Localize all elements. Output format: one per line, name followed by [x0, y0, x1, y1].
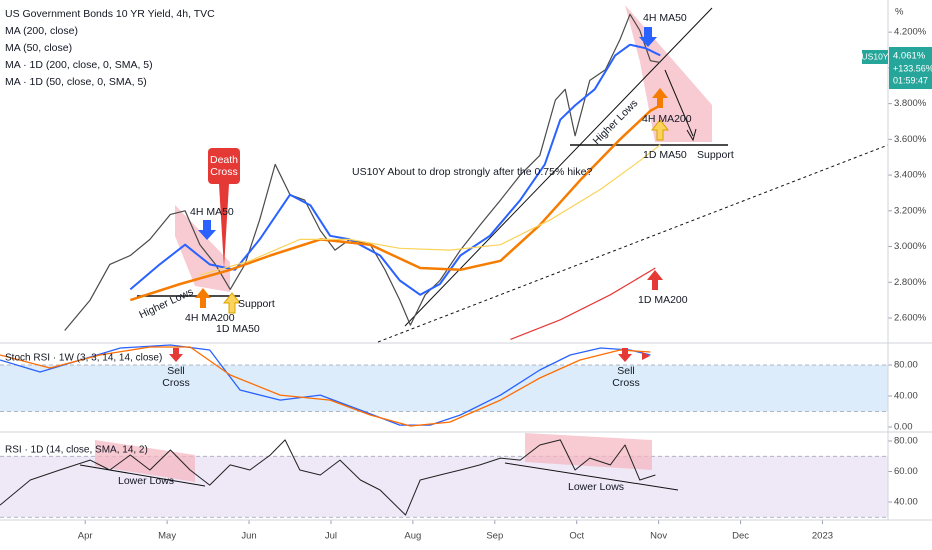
series-line	[0, 346, 651, 427]
annotation: 1D MA200	[638, 294, 688, 306]
x-tick-label: Nov	[650, 531, 667, 542]
series-line	[64, 13, 661, 331]
bands	[0, 364, 888, 518]
death-cross-pointer	[219, 184, 229, 268]
x-tick-label: Apr	[78, 531, 93, 542]
arrow-down	[198, 220, 216, 240]
arrow-down	[618, 348, 632, 362]
annotation: Sell	[167, 365, 185, 377]
annotation: US10Y About to drop strongly after the 0…	[352, 166, 592, 178]
y-tick-label: 40.00	[894, 497, 918, 508]
annotation: Support	[238, 298, 275, 310]
annotation: Sell	[617, 365, 635, 377]
y-tick-label: 40.00	[894, 390, 918, 401]
y-tick-label: 2.800%	[894, 277, 927, 288]
arrow-down	[639, 27, 657, 47]
unit-label: %	[895, 7, 904, 18]
plots: 2.600% 2.800% 3.000% 3.200% 3.400% 3.600% 3.80…	[0, 13, 927, 542]
change: +133.56%	[893, 63, 932, 73]
y-tick-label: 80.00	[894, 360, 918, 371]
x-tick-label: Dec	[732, 531, 749, 542]
x-tick-label: Aug	[404, 531, 421, 542]
arrow-up	[650, 119, 670, 141]
lower-lows-line	[504, 462, 679, 491]
lower-lows-line	[79, 464, 206, 487]
pink-channel	[525, 433, 652, 470]
annotation: 1D MA50	[216, 323, 260, 335]
annotation: Death	[210, 154, 238, 166]
y-tick-label: 2.600%	[894, 313, 927, 324]
x-tick-label: Jun	[241, 531, 256, 542]
annotation: Cross	[612, 377, 639, 389]
annotation: Cross	[162, 377, 189, 389]
y-tick-label: 3.400%	[894, 170, 927, 181]
annotation: Lower Lows	[568, 481, 624, 493]
legend-text: US Government Bonds 10 YR Yield, 4h, TVC	[5, 8, 215, 20]
symbol-badge	[862, 50, 888, 64]
symbol: US10Y	[862, 51, 889, 61]
y-tick-label: 60.00	[894, 466, 918, 477]
x-tick-label: Oct	[569, 531, 584, 542]
annotation: Higher Lows	[591, 97, 641, 147]
series-line	[0, 344, 651, 426]
trend-line	[404, 7, 713, 327]
legend-text: MA (50, close)	[5, 42, 72, 54]
trend-line-dotted	[377, 144, 889, 343]
arrow-up	[647, 270, 663, 290]
annotation: 4H MA50	[190, 206, 234, 218]
legend-text: MA · 1D (50, close, 0, SMA, 5)	[5, 76, 147, 88]
series-line	[129, 104, 661, 302]
y-tick-label: 3.800%	[894, 98, 927, 109]
panel-title: Stoch RSI · 1W (3, 3, 14, 14, close)	[5, 353, 162, 364]
y-tick-label: 3.600%	[894, 134, 927, 145]
y-tick-label: 4.200%	[894, 27, 927, 38]
series-line	[199, 144, 661, 276]
annotation: 1D MA50	[643, 149, 687, 161]
annotation: Cross	[210, 166, 237, 178]
x-tick-label: 2023	[812, 531, 833, 542]
band	[0, 364, 888, 412]
annotation: 4H MA200	[642, 113, 692, 125]
annotation: 4H MA200	[185, 312, 235, 324]
arrow-down	[169, 348, 183, 362]
arrow-up	[652, 88, 668, 108]
pink-channel	[95, 440, 195, 482]
annotation: 4H MA50	[643, 12, 687, 24]
x-tick-label: May	[158, 531, 176, 542]
price: 4.061%	[893, 51, 926, 62]
annotation: Support	[697, 149, 734, 161]
y-tick-label: 3.000%	[894, 241, 927, 252]
x-tick-label: Sep	[486, 531, 503, 542]
arrow	[642, 352, 650, 360]
price-badge	[889, 47, 932, 89]
death-cross-badge	[208, 148, 240, 184]
y-tick-label: 80.00	[894, 436, 918, 447]
timer: 01:59:47	[893, 75, 928, 85]
series-line	[129, 43, 661, 296]
arrow-up	[222, 292, 242, 314]
legend-text: MA · 1D (200, close, 0, SMA, 5)	[5, 59, 153, 71]
y-tick-label: 0.00	[894, 421, 913, 432]
arrow-up	[195, 288, 211, 308]
arrow	[664, 69, 697, 142]
series-line	[510, 267, 656, 340]
y-tick-label: 3.200%	[894, 205, 927, 216]
series-line	[0, 439, 656, 516]
x-tick-label: Jul	[325, 531, 337, 542]
annotation: Lower Lows	[118, 475, 174, 487]
legend-text: MA (200, close)	[5, 25, 78, 37]
panel-title: RSI · 1D (14, close, SMA, 14, 2)	[5, 445, 148, 456]
